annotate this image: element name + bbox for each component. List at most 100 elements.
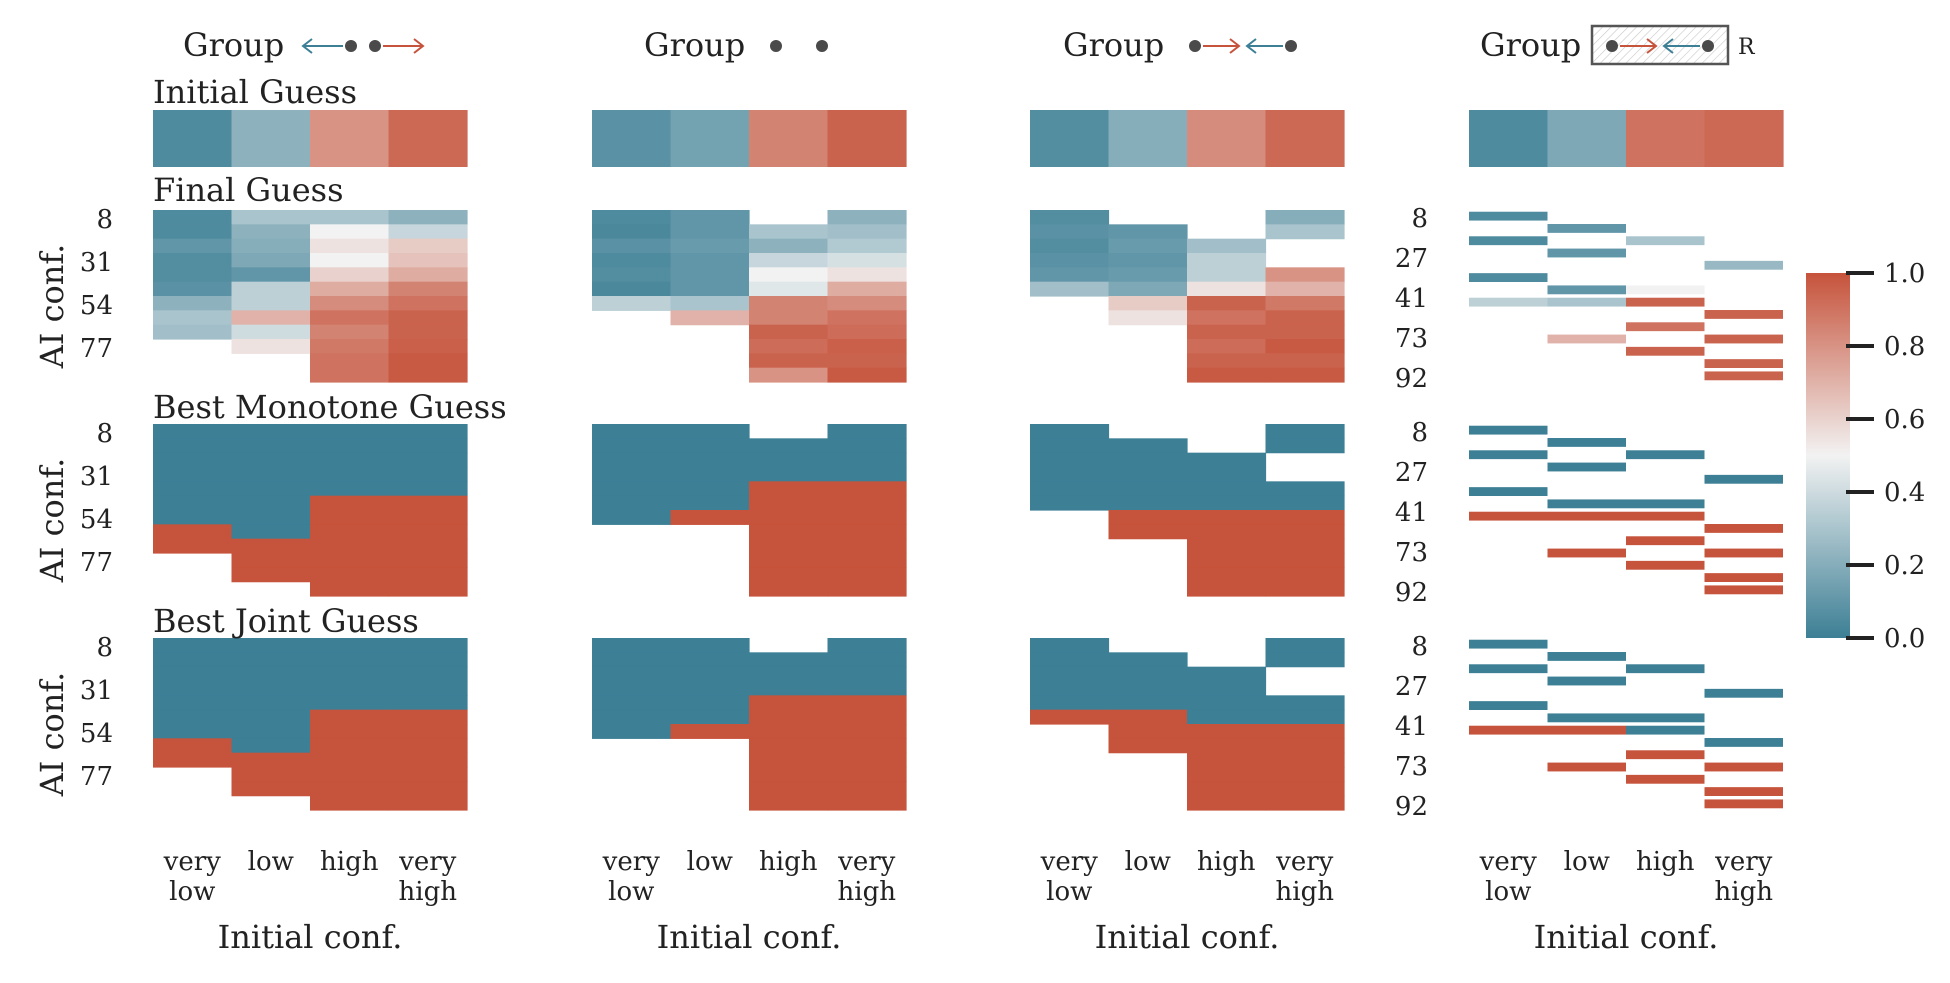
heatmap-cell [310,524,390,540]
heatmap-cell [153,224,233,240]
heatmap-cell [1265,709,1345,725]
y-tick-label: 54 [80,505,113,535]
heatmap-cell [388,467,468,482]
heatmap-cell [153,524,233,540]
heatmap-cell [1265,210,1345,225]
heatmap-cell [592,452,672,468]
heatmap-cell [310,638,390,653]
heatmap-cell [388,452,468,468]
heatmap-cell [592,210,672,225]
heatmap-cell [827,695,907,711]
heatmap-cell [388,752,468,768]
heatmap-cell [1265,324,1345,340]
heatmap-cell [827,238,907,254]
heatmap-cell [1187,681,1267,696]
heatmap-cell [1030,110,1110,167]
heatmap-cell [231,281,311,297]
heatmap-cell [388,495,468,511]
heatmap-cell [827,738,907,754]
heatmap-cell [1704,334,1783,344]
y-tick-label: 92 [1395,792,1428,822]
heatmap-cell [1547,462,1626,472]
heatmap-cell [592,681,672,696]
heatmap-cell [388,695,468,711]
heatmap-cell [749,681,829,696]
heatmap-cell [1547,110,1627,167]
arrowhead-icon [1229,38,1241,54]
heatmap-cell [231,296,311,311]
x-tick-label: very [837,847,896,877]
heatmap-cell [310,666,390,682]
heatmap-cell [310,110,390,167]
heatmap-cell [749,281,829,297]
heatmap-cell [749,510,829,525]
heatmap-cell [1547,652,1626,661]
colorbar-tick-label: 0.8 [1884,332,1925,362]
heatmap-cell [388,324,468,340]
heatmap-cell [827,424,907,439]
heatmap-cell [1187,452,1267,468]
heatmap-cell [1108,652,1188,668]
heatmap-cell [153,238,233,254]
heatmap-cell [670,296,750,311]
heatmap-cell [1108,438,1188,454]
heatmap-cell [1265,310,1345,326]
heatmap-cell [1108,738,1188,754]
heatmap-cell [310,339,390,354]
heatmap-cell [153,253,233,268]
heatmap-cell [827,296,907,311]
heatmap-cell [1704,310,1783,319]
x-tick-label: high [1636,847,1695,877]
heatmap-cell [1547,297,1626,307]
heatmap-cell [592,296,672,311]
heatmap-cell [1704,524,1783,533]
heatmap-cell [1265,795,1345,811]
x-tick-label: high [759,847,818,877]
heatmap-cell [827,495,907,511]
heatmap-cell [1704,548,1783,558]
arrowhead-icon [413,38,425,54]
heatmap-cell [231,224,311,240]
heatmap-cell [827,224,907,240]
heatmap-cell [670,224,750,240]
heatmap-cell [827,553,907,568]
arrowhead-icon [1646,38,1658,54]
heatmap-cell [827,481,907,497]
heatmap-cell [388,339,468,354]
heatmap-cell [1108,724,1188,739]
heatmap-cell [388,781,468,797]
heatmap-cell [1108,481,1188,497]
heatmap-cell [670,424,750,439]
heatmap-cell [1704,371,1783,381]
heatmap-cell [1030,495,1110,511]
dot-icon [1189,40,1201,52]
heatmap-cell [1265,424,1345,439]
heatmap-cell [1265,652,1345,668]
heatmap-cell [1265,538,1345,554]
heatmap-cell [388,481,468,497]
heatmap-cell [827,339,907,354]
heatmap-cell [1030,709,1110,725]
heatmap-cell [827,253,907,268]
heatmap-cell [827,210,907,225]
heatmap-cell [388,510,468,525]
heatmap-cell [1030,695,1110,711]
heatmap-cell [1265,553,1345,568]
group-1-title: Group [183,26,425,64]
y-tick-label: 77 [80,548,113,578]
heatmap-cell [1187,110,1267,167]
heatmap-cell [827,681,907,696]
heatmap-cell [749,339,829,354]
heatmap-cell [749,581,829,597]
y-tick-label: 41 [1395,712,1428,742]
heatmap-cell [670,110,750,167]
initial-guess-panel [1030,110,1345,167]
heatmap-cell [310,367,390,383]
heatmap-cell [310,267,390,283]
heatmap-cell [231,510,311,525]
heatmap-cell [1469,273,1548,282]
heatmap-cell [388,438,468,454]
heatmap-cell [1108,452,1188,468]
heatmap-cell [310,210,390,225]
x-axis-label: Initial conf. [657,918,842,956]
